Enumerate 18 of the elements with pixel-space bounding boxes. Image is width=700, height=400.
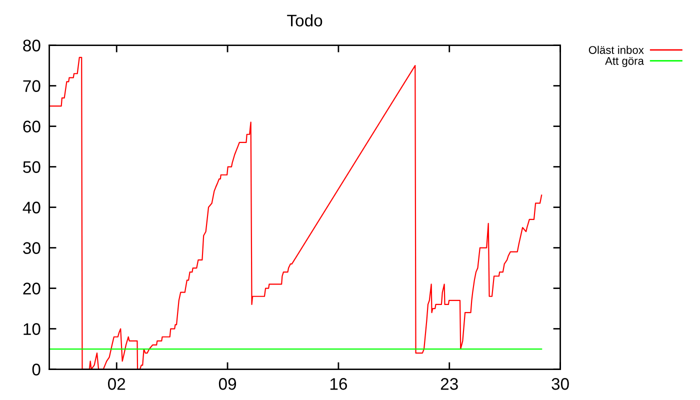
- x-tick-label: 30: [552, 378, 569, 390]
- y-tick-label: 70: [23, 80, 40, 92]
- y-tick-label: 10: [24, 323, 40, 335]
- line-series: [49, 56, 542, 370]
- y-tick-label: 30: [23, 242, 40, 254]
- y-tick-label: 40: [22, 202, 40, 214]
- x-tick-label: 02: [108, 378, 126, 390]
- y-tick-label: 20: [23, 282, 40, 294]
- y-tick-label: 50: [23, 161, 40, 173]
- legend-label: Att göra: [605, 57, 644, 68]
- x-tick-label: 16: [330, 378, 347, 390]
- chart-title: Todo: [287, 14, 322, 26]
- y-tick-label: 0: [32, 364, 40, 376]
- x-tick-label: 09: [218, 378, 236, 390]
- x-tick-label: 23: [440, 378, 458, 390]
- y-tick-label: 80: [23, 40, 40, 52]
- y-tick-label: 60: [23, 120, 40, 132]
- legend-label: Oläst inbox: [588, 46, 644, 54]
